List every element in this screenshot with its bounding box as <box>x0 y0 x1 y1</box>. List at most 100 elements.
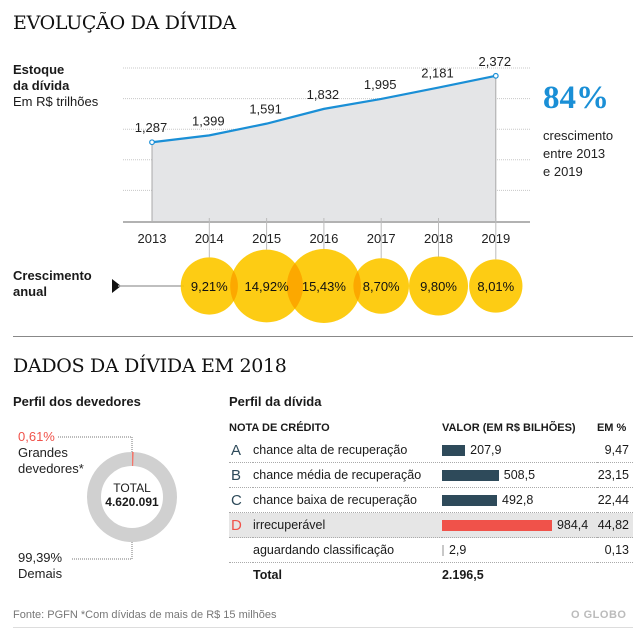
growth-highlight-line3: e 2019 <box>543 164 583 179</box>
donut-center-value: 4.620.091 <box>105 495 159 509</box>
growth-bubble <box>353 258 409 314</box>
pct-cell: 44,82 <box>596 512 633 538</box>
stock-label-unit: Em R$ trilhões <box>13 94 99 109</box>
value-cell: 508,5 <box>441 462 597 488</box>
growth-bubble <box>230 249 303 323</box>
area-fill <box>152 75 496 221</box>
donut-center-label: TOTAL <box>113 481 151 495</box>
rating-letter: C <box>229 487 253 513</box>
rating-letter: D <box>229 512 253 538</box>
value-label: 207,9 <box>470 443 502 457</box>
bubble-label: 9,80% <box>420 279 457 294</box>
rating-letter: A <box>229 438 253 463</box>
annual-growth-label-line1: Crescimento <box>13 268 92 283</box>
pct-cell: 9,47 <box>596 438 633 463</box>
brand-logo: O GLOBO <box>571 609 627 621</box>
growth-highlight-value: 84% <box>543 80 609 116</box>
rating-letter: B <box>229 462 253 488</box>
spacer <box>597 563 633 588</box>
rating-description: chance média de recuperação <box>253 462 442 488</box>
donut-center: TOTAL 4.620.091 <box>100 481 164 509</box>
data-point-start <box>149 139 155 146</box>
other-debtors-label: Demais <box>18 566 63 581</box>
bubble-label: 15,43% <box>302 279 347 294</box>
spacer <box>229 563 253 588</box>
value-bar <box>441 495 498 507</box>
total-label: Total <box>253 568 282 582</box>
big-debtors-label: Grandes devedores* <box>18 445 84 476</box>
value-label: 492,8 <box>502 493 534 507</box>
section-title-evolucao: EVOLUÇÃO DA DÍVIDA <box>13 12 236 34</box>
data-label: 1,995 <box>364 77 397 92</box>
growth-highlight-text: crescimento entre 2013 e 2019 <box>543 127 613 181</box>
arrow-icon <box>112 279 121 293</box>
rating-description: chance alta de recuperação <box>253 438 442 463</box>
value-bar <box>441 470 499 482</box>
value-cell: 207,9 <box>441 438 597 463</box>
annual-growth-label: Crescimento anual <box>13 268 92 300</box>
footer-source: Fonte: PGFN *Com dívidas de mais de R$ 1… <box>13 609 277 621</box>
value-cell: 492,8 <box>441 487 597 513</box>
value-cell: 2,9 <box>441 537 597 563</box>
data-point-end <box>492 72 499 79</box>
series-line <box>151 74 497 144</box>
data-label: 2,372 <box>479 54 512 69</box>
bubble-label: 8,01% <box>477 279 514 294</box>
value-bar <box>441 545 444 557</box>
total-value: 2.196,5 <box>441 568 484 582</box>
data-label: 1,287 <box>135 120 168 135</box>
rating-description: chance baixa de recuperação <box>253 487 442 513</box>
pct-cell: 23,15 <box>596 462 633 488</box>
leader-line-bottom <box>72 542 133 560</box>
rating-description: aguardando classificação <box>253 537 442 563</box>
rating-description: irrecuperável <box>253 512 442 538</box>
debt-profile-heading: Perfil da dívida <box>229 394 322 409</box>
leader-line-top <box>58 436 133 452</box>
stock-area-chart: 2013 2014 2015 2016 2017 2018 2019 1,287 1,3991… <box>112 54 530 323</box>
annual-growth-label-line2: anual <box>13 284 47 299</box>
growth-bubble <box>469 259 523 313</box>
value-label: 984,4 <box>556 518 589 532</box>
debtor-profile-heading: Perfil dos devedores <box>13 394 141 409</box>
value-bar <box>441 520 552 532</box>
data-label: 2,181 <box>421 66 454 81</box>
growth-bubble <box>180 257 238 315</box>
value-cell: 984,4 <box>441 512 597 538</box>
col-header-value: VALOR (EM R$ BILHÕES) <box>441 422 576 434</box>
data-label: 1,399 <box>192 113 225 128</box>
table-total-row: Total 2.196,5 <box>229 563 633 588</box>
bubble-label: 8,70% <box>363 279 400 294</box>
growth-highlight-line2: entre 2013 <box>543 146 606 161</box>
debtor-donut-chart <box>58 436 177 560</box>
debt-profile-table: NOTA DE CRÉDITO VALOR (EM R$ BILHÕES) EM… <box>229 418 633 587</box>
growth-bubble <box>409 256 468 316</box>
table-row: aguardando classificação 2,9 0,13 <box>229 537 633 563</box>
value-label: 508,5 <box>503 468 536 482</box>
pct-cell: 0,13 <box>596 537 633 563</box>
rating-letter <box>229 537 253 563</box>
value-bar <box>441 445 466 457</box>
col-header-rating: NOTA DE CRÉDITO <box>229 422 330 434</box>
growth-highlight-line1: crescimento <box>543 128 614 143</box>
stock-label: Estoque da dívida Em R$ trilhões <box>13 62 98 110</box>
value-label: 2,9 <box>448 543 467 557</box>
other-debtors-pct: 99,39% <box>18 550 63 565</box>
pct-cell: 22,44 <box>596 487 633 513</box>
data-label: 1,591 <box>249 102 282 117</box>
stock-label-line2: da dívida <box>13 78 70 93</box>
growth-bubble <box>286 249 361 323</box>
section-divider <box>13 336 633 337</box>
big-debtors-pct: 0,61% <box>18 429 55 444</box>
data-label: 1,832 <box>307 87 340 102</box>
bubble-group <box>180 249 523 323</box>
footer-divider <box>13 627 633 628</box>
col-header-pct: EM % <box>596 422 627 434</box>
section-title-dados: DADOS DA DÍVIDA EM 2018 <box>13 355 287 377</box>
x-tick-label: 2013 <box>138 231 167 246</box>
bubble-label: 9,21% <box>191 279 228 294</box>
bubble-label: 14,92% <box>245 279 290 294</box>
